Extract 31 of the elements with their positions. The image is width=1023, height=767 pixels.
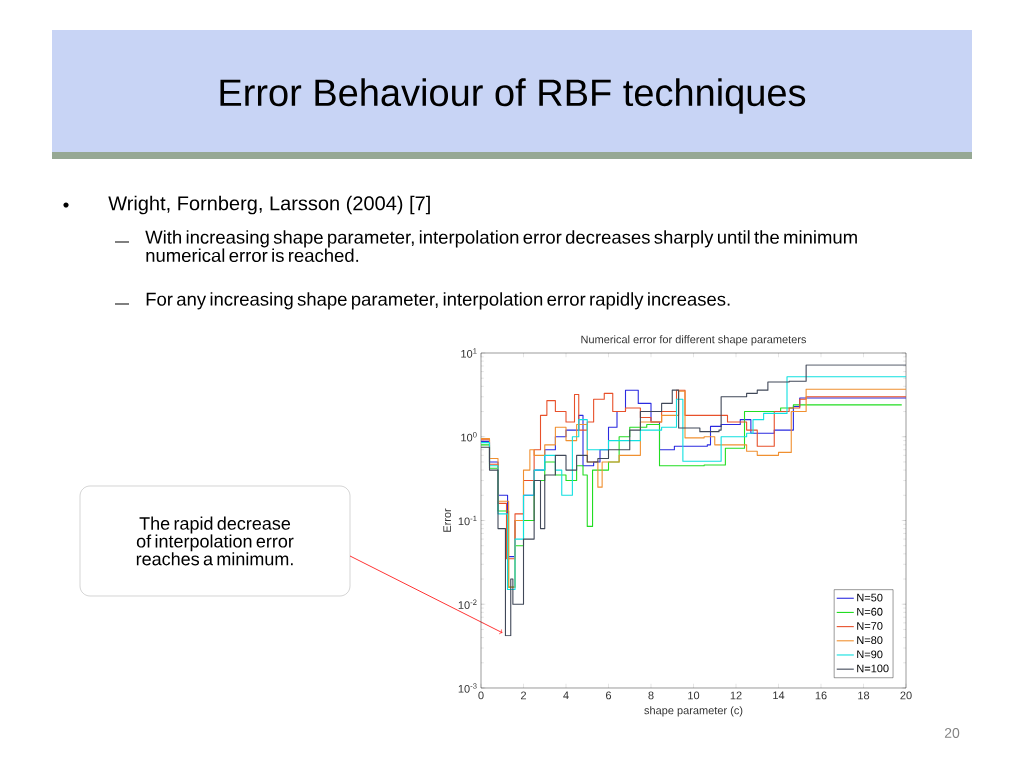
y-tick-label: 10$^{-1}$ bbox=[458, 515, 477, 526]
text: The rapid decrease of interpolation error reaches a minimum. bbox=[136, 516, 294, 566]
x-tick-label: 14 bbox=[773, 691, 785, 700]
legend-label: N=90 bbox=[857, 650, 883, 659]
chart-title: Error Behaviour of RBF techniques bbox=[220, 78, 806, 114]
text: For any increasing shape parameter, interpolation error rapidly increases. bbox=[146, 292, 730, 310]
x-tick-label: 4 bbox=[563, 691, 569, 700]
legend-label: N=100 bbox=[857, 664, 889, 673]
text: 20 bbox=[944, 728, 960, 738]
x-tick-label: 12 bbox=[730, 691, 742, 700]
legend-label: N=80 bbox=[857, 636, 883, 644]
y-tick-label: 10$^{-3}$ bbox=[458, 683, 477, 693]
x-tick-label: 8 bbox=[648, 691, 654, 700]
y-tick-label: 10$^{-2}$ bbox=[458, 599, 477, 609]
legend-label: N=70 bbox=[857, 622, 883, 630]
legend-label: N=50 bbox=[857, 593, 883, 602]
x-tick-label: 18 bbox=[858, 691, 870, 700]
x-tick-label: 16 bbox=[815, 691, 827, 700]
x-tick-label: 6 bbox=[606, 691, 612, 700]
x-tick-label: 10 bbox=[688, 691, 700, 700]
x-tick-label: 2 bbox=[521, 691, 527, 700]
x-tick-label: 0 bbox=[478, 691, 484, 700]
legend-label: N=60 bbox=[857, 607, 883, 616]
y-tick-label: 10$^{1}$ bbox=[461, 348, 477, 358]
x-tick-label: 20 bbox=[900, 691, 912, 700]
y-tick-label: 10$^{0}$ bbox=[461, 432, 477, 442]
text: Wright, Fornberg, Larsson (2004) [7] bbox=[108, 195, 430, 215]
x-axis-title: shape parameter (c) bbox=[644, 706, 743, 717]
y-axis-title: Error bbox=[443, 508, 452, 532]
chart-subtitle: Numerical error for different shape parameters bbox=[581, 335, 807, 346]
text: With increasing shape parameter, interpolation error decreases sharply until the minimum numerical error is reached. bbox=[145, 230, 857, 263]
